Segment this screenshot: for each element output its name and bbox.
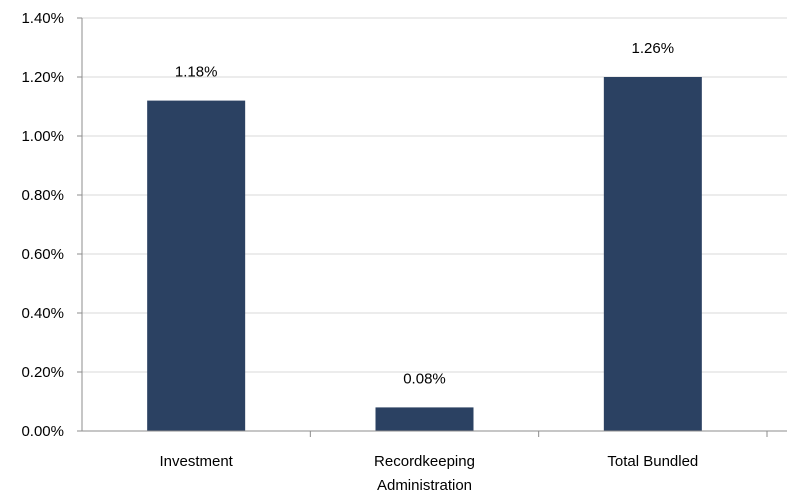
data-label: 1.18% [175, 64, 218, 81]
y-tick-label: 0.80% [21, 187, 64, 204]
labels: 0.00% 0.20% 0.40% 0.60% 0.80% 1.00% 1.20% 1.40%… [21, 10, 698, 494]
category-label: Recordkeeping [374, 453, 475, 470]
y-tick-label: 0.20% [21, 364, 64, 381]
y-tick-label: 0.60% [21, 246, 64, 263]
y-tick-label: 1.40% [21, 10, 64, 27]
y-tick-label: 0.00% [21, 423, 64, 440]
bars [147, 77, 702, 431]
y-tick-label: 1.00% [21, 128, 64, 145]
data-label: 0.08% [403, 370, 446, 387]
category-label: Administration [377, 477, 472, 494]
bar [375, 407, 474, 431]
y-tick-label: 1.20% [21, 69, 64, 86]
axes [77, 17, 787, 437]
data-label: 1.26% [632, 40, 675, 57]
bar [147, 100, 246, 431]
category-label: Investment [159, 453, 233, 470]
y-tick-label: 0.40% [21, 305, 64, 322]
category-label: Total Bundled [607, 453, 698, 470]
bar [603, 77, 702, 431]
